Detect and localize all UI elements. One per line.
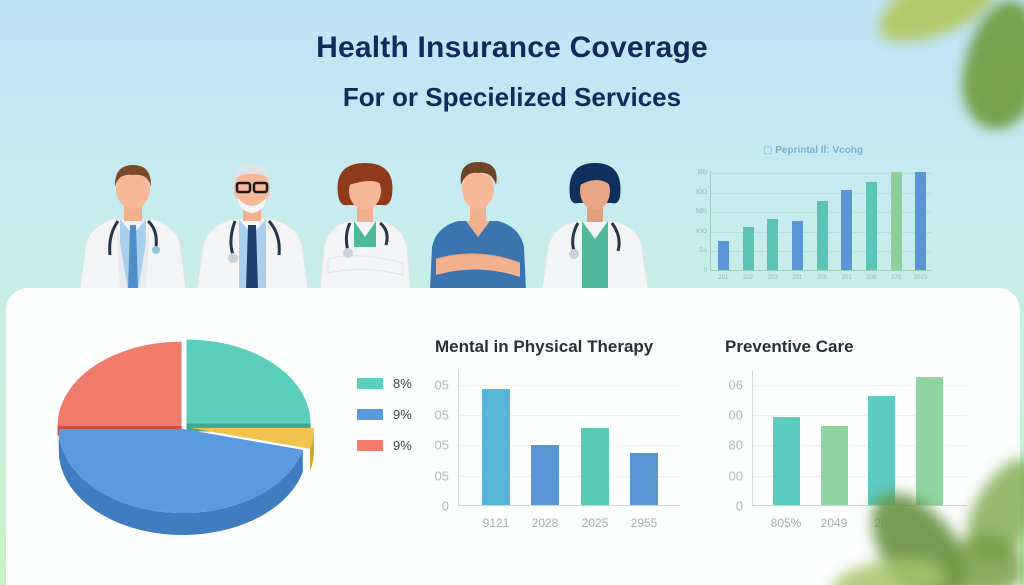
- y-tick-label: 06: [728, 377, 743, 393]
- x-tick-label: 2023: [913, 275, 928, 281]
- x-tick-label: 201: [841, 275, 852, 281]
- grid-line: [459, 475, 680, 477]
- mini-chart-plot: 0 Dó ЮO 5Ø0 ЮO ØΘ 201 202 203 291 209 201 209 270 2023: [696, 170, 932, 281]
- bar: [867, 396, 895, 505]
- x-tick-label: 291: [792, 275, 803, 281]
- grid-line: [753, 475, 967, 477]
- doctor-senior-icon: [195, 155, 310, 290]
- pie-slice: [186, 339, 311, 424]
- y-tick-label: 0: [703, 268, 707, 274]
- x-tick-label: 2025: [581, 516, 609, 530]
- x-tick-label: 203: [767, 275, 778, 281]
- x-tick-label: 270: [890, 275, 901, 281]
- bar: [890, 172, 902, 270]
- bar: [482, 388, 510, 505]
- bar: [772, 416, 800, 505]
- y-tick-label: 05: [434, 468, 449, 484]
- legend-swatch-red: [357, 440, 383, 451]
- pie-legend: 8% 9% 9%: [357, 375, 412, 468]
- bar: [791, 221, 803, 270]
- mental-bar-chart: Mental in Physical Therapy 0 05 05 05 05 9121…: [435, 337, 685, 537]
- y-tick-label: ЮO: [696, 189, 707, 196]
- legend-label: 8%: [393, 376, 412, 391]
- y-tick-label: ØΘ: [697, 170, 707, 176]
- bar: [865, 181, 877, 270]
- y-tick-label: 05: [434, 377, 449, 393]
- legend-swatch-blue: [357, 409, 383, 420]
- doctor-female-icon: [318, 155, 413, 290]
- legend-label: 9%: [393, 438, 412, 453]
- grid-line: [459, 415, 680, 417]
- y-tick-label: 05: [434, 437, 449, 453]
- bar: [531, 444, 559, 505]
- x-tick-label: 9121: [482, 516, 510, 530]
- bar: [915, 377, 943, 505]
- x-tick-label: 2028: [531, 516, 559, 530]
- grid-line: [459, 384, 680, 386]
- x-tick-label: 2049: [820, 516, 848, 530]
- y-tick-label: 0: [735, 498, 743, 514]
- doctor-female-2-icon: [540, 155, 650, 290]
- grid-line: [711, 192, 932, 194]
- nurse-male-icon: [428, 155, 528, 290]
- bar: [742, 226, 754, 270]
- mini-bar-chart: ▢ Peprintal Il: Vcohg 0 Dó ЮO 5Ø0 ЮO ØΘ 201 202…: [688, 143, 938, 288]
- x-tick-label: 201: [718, 275, 729, 281]
- x-tick-label: 805%: [770, 516, 802, 530]
- bar: [841, 189, 853, 270]
- bar: [915, 172, 927, 270]
- pie-slice-side: [310, 427, 314, 471]
- y-tick-label: ЮO: [696, 228, 707, 235]
- grid-line: [711, 173, 932, 174]
- y-tick-label: 5Ø0: [695, 209, 707, 216]
- mental-chart-plot: 0 05 05 05 05 9121 2028 2025 2955: [435, 370, 680, 530]
- page-subtitle: For or Specielized Services: [342, 82, 682, 112]
- bar: [767, 219, 779, 270]
- mental-chart-title: Mental in Physical Therapy: [435, 337, 654, 356]
- x-tick-label: 202: [742, 275, 753, 281]
- mini-chart-title: ▢ Peprintal Il: Vcohg: [762, 145, 863, 156]
- bar: [581, 428, 609, 505]
- bar: [820, 425, 848, 505]
- pie-slice: [58, 428, 303, 513]
- y-tick-label: Dó: [699, 248, 707, 255]
- grid-line: [753, 445, 967, 447]
- doctor-male-icon: [78, 155, 188, 290]
- bar: [630, 452, 658, 505]
- x-tick-label: 209: [866, 275, 877, 281]
- y-tick-label: 05: [434, 407, 449, 423]
- pie-slice: [57, 341, 182, 426]
- legend-label: 9%: [393, 407, 412, 422]
- grid-line: [753, 415, 967, 417]
- preventive-chart-title: Preventive Care: [725, 337, 854, 356]
- y-tick-label: 0: [441, 498, 449, 514]
- legend-item: 9%: [357, 437, 412, 454]
- page-title: Health Insurance Coverage: [316, 31, 708, 64]
- legend-item: 8%: [357, 375, 412, 392]
- y-tick-label: 00: [728, 468, 743, 484]
- grid-line: [753, 384, 967, 386]
- bar: [816, 201, 828, 270]
- bar: [717, 240, 729, 270]
- pie-chart: [48, 335, 318, 545]
- legend-swatch-teal: [357, 378, 383, 389]
- y-tick-label: 00: [728, 407, 743, 423]
- pie-slice-side: [58, 428, 303, 535]
- y-tick-label: 80: [728, 437, 743, 453]
- legend-item: 9%: [357, 406, 412, 423]
- x-tick-label: 2955: [630, 516, 658, 530]
- grid-line: [459, 445, 680, 447]
- x-tick-label: 209: [816, 275, 827, 281]
- pie-slice: [189, 427, 314, 449]
- leaf-decoration-icon: [945, 535, 1024, 585]
